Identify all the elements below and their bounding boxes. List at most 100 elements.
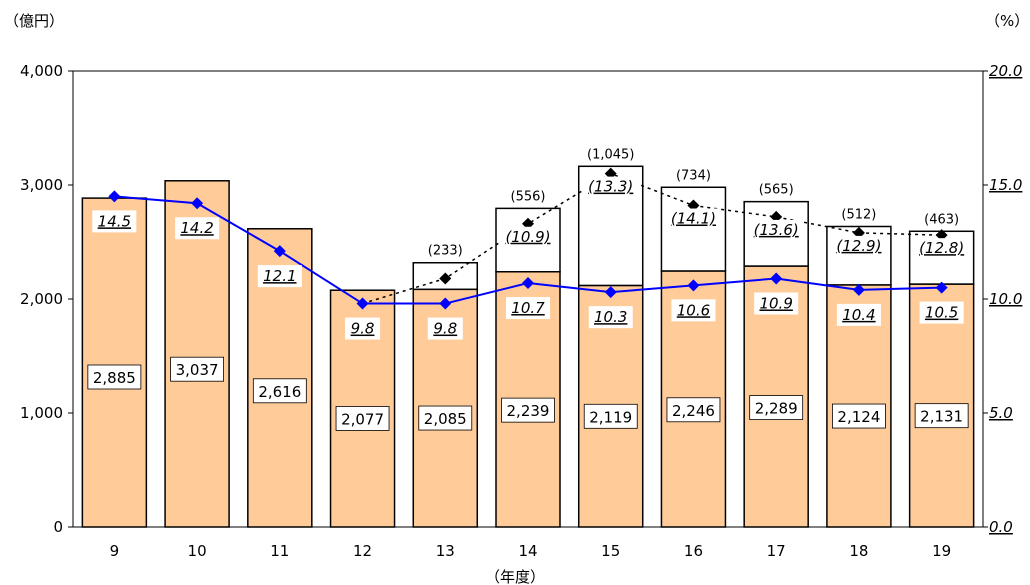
solid-point <box>273 245 286 258</box>
solid-label: 10.6 <box>677 301 710 319</box>
extra-label: (233) <box>428 244 463 259</box>
solid-label-box <box>175 217 220 240</box>
base-label: 3,037 <box>176 361 219 379</box>
base-label-box <box>749 395 804 420</box>
solid-label-box <box>588 306 633 329</box>
base-label-box <box>335 406 390 431</box>
base-label-box <box>501 397 555 423</box>
y2-tick-label: 5.0 <box>989 404 1013 422</box>
solid-label: 14.2 <box>180 219 213 237</box>
solid-label: 10.3 <box>594 308 627 326</box>
solid-label: 14.5 <box>98 212 131 230</box>
solid-point <box>439 297 452 310</box>
y2-tick-label: 15.0 <box>989 176 1022 194</box>
solid-label: 10.4 <box>842 306 875 324</box>
left-axis-unit: （億円） <box>4 12 64 30</box>
base-bar <box>81 197 148 528</box>
solid-label-box <box>257 265 302 288</box>
y-tick-label: 3,000 <box>20 176 63 194</box>
base-label: 2,077 <box>341 410 384 428</box>
dotted-label-box <box>831 235 886 256</box>
y2-tick-label: 10.0 <box>989 290 1022 308</box>
dotted-label: (13.3) <box>588 178 633 196</box>
base-label-box <box>666 397 721 423</box>
base-label-box <box>170 356 224 382</box>
solid-label-box <box>92 210 137 233</box>
dotted-label: (10.9) <box>505 228 550 246</box>
solid-point <box>935 281 948 294</box>
x-tick-label: 19 <box>932 542 951 560</box>
y2-tick-label: 0.0 <box>989 518 1013 536</box>
dotted-label: (13.6) <box>754 221 799 239</box>
x-tick-label: 14 <box>518 542 537 560</box>
base-label-box <box>87 364 142 390</box>
x-tick-label: 17 <box>767 542 786 560</box>
y-tick-label: 4,000 <box>20 62 63 80</box>
base-label: 2,131 <box>920 408 963 426</box>
y2-tick-label: 20.0 <box>989 62 1022 80</box>
base-label-box <box>583 403 638 429</box>
solid-label: 9.8 <box>351 320 375 338</box>
base-label: 2,246 <box>672 402 715 420</box>
x-tick-label: 15 <box>601 542 620 560</box>
base-label-box <box>252 378 307 404</box>
y-tick-label: 2,000 <box>20 290 63 308</box>
solid-label: 9.8 <box>433 320 457 338</box>
dotted-label-box <box>501 226 555 247</box>
solid-label-box <box>754 292 799 315</box>
y-tick-label: 0 <box>53 518 63 536</box>
base-label: 2,124 <box>837 408 880 426</box>
base-label: 2,119 <box>589 408 632 426</box>
base-label-box <box>914 403 969 429</box>
x-axis-label: （年度） <box>485 568 545 585</box>
solid-label-box <box>506 297 550 320</box>
solid-label-box <box>919 301 964 324</box>
solid-point <box>522 277 534 290</box>
solid-point <box>191 197 204 210</box>
x-tick-label: 11 <box>270 542 289 560</box>
base-label-box <box>832 403 886 429</box>
base-label: 2,289 <box>755 400 798 418</box>
extra-label: (463) <box>924 212 959 227</box>
extra-label: (565) <box>759 183 794 198</box>
x-tick-label: 18 <box>849 542 868 560</box>
solid-label: 10.5 <box>925 304 958 322</box>
solid-point <box>604 286 617 299</box>
base-label: 2,085 <box>424 410 467 428</box>
base-label: 2,616 <box>258 383 301 401</box>
solid-label: 12.1 <box>263 267 296 285</box>
plot-area: 0 1,000 2,000 3,000 4,000 0.0 5.0 10.0 15.0 20.0 2… <box>20 62 1022 560</box>
solid-point <box>770 272 783 285</box>
base-label: 2,239 <box>507 402 550 420</box>
x-tick-label: 9 <box>110 542 120 560</box>
extra-label: (512) <box>841 207 876 222</box>
solid-point <box>356 297 369 310</box>
dotted-label: (12.9) <box>836 237 881 255</box>
dotted-label-box <box>749 219 804 240</box>
solid-label-box <box>671 299 716 322</box>
x-tick-label: 16 <box>684 542 703 560</box>
solid-label-box <box>427 317 463 340</box>
dotted-label: (14.1) <box>671 210 716 228</box>
solid-label: 10.9 <box>759 294 792 312</box>
extra-label: (556) <box>511 189 546 204</box>
solid-point <box>852 283 865 296</box>
right-axis-unit: （%） <box>985 12 1029 30</box>
x-tick-label: 12 <box>353 542 372 560</box>
dotted-label-box <box>666 208 721 229</box>
dotted-label: (12.8) <box>919 239 964 257</box>
solid-label-box <box>836 303 881 326</box>
base-label: 2,885 <box>93 369 136 387</box>
solid-point <box>687 279 700 292</box>
extra-label: (734) <box>676 168 711 183</box>
dotted-label-box <box>914 238 969 259</box>
y-tick-label: 1,000 <box>20 404 63 422</box>
solid-label: 10.7 <box>511 299 545 317</box>
x-tick-label: 13 <box>436 542 455 560</box>
extra-label: (1,045) <box>587 147 634 162</box>
solid-label-box <box>345 317 381 340</box>
solid-point <box>108 190 121 203</box>
dotted-label-box <box>583 176 638 197</box>
dotted-point <box>439 272 452 285</box>
